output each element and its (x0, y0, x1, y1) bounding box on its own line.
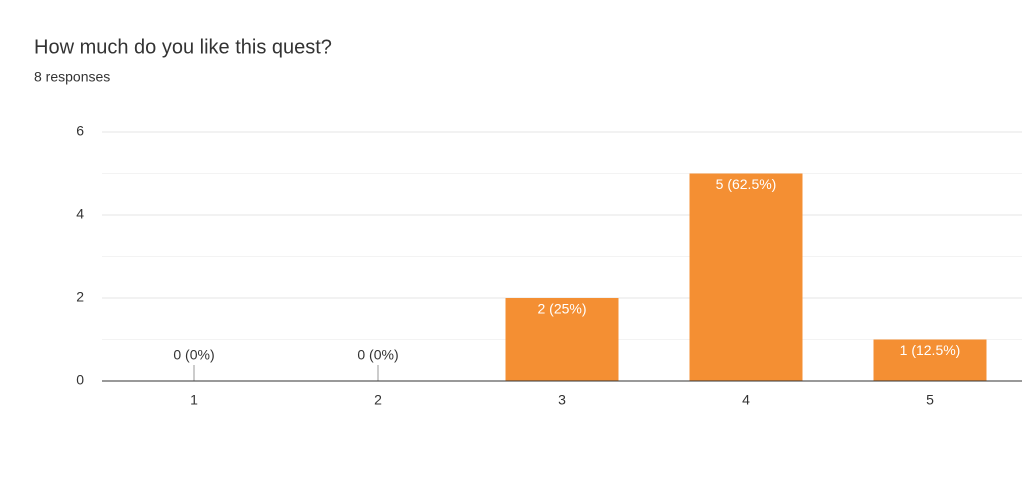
x-tick-label: 4 (742, 392, 750, 408)
bar (689, 173, 803, 381)
value-label: 2 (25%) (537, 301, 586, 317)
value-label: 0 (0%) (357, 347, 398, 363)
bar (505, 298, 619, 381)
y-tick-label: 4 (76, 206, 84, 222)
x-tick-label: 1 (190, 392, 198, 408)
value-label: 1 (12.5%) (900, 342, 961, 358)
x-tick-label: 2 (374, 392, 382, 408)
y-tick-label: 6 (76, 123, 84, 139)
y-tick-label: 0 (76, 372, 84, 388)
x-tick-label: 3 (558, 392, 566, 408)
value-label: 0 (0%) (173, 347, 214, 363)
chart-title: How much do you like this quest? (34, 36, 332, 58)
value-label: 5 (62.5%) (716, 176, 777, 192)
chart-subtitle: 8 responses (34, 69, 110, 85)
x-tick-label: 5 (926, 392, 934, 408)
y-tick-label: 2 (76, 289, 84, 305)
bar (873, 339, 987, 381)
